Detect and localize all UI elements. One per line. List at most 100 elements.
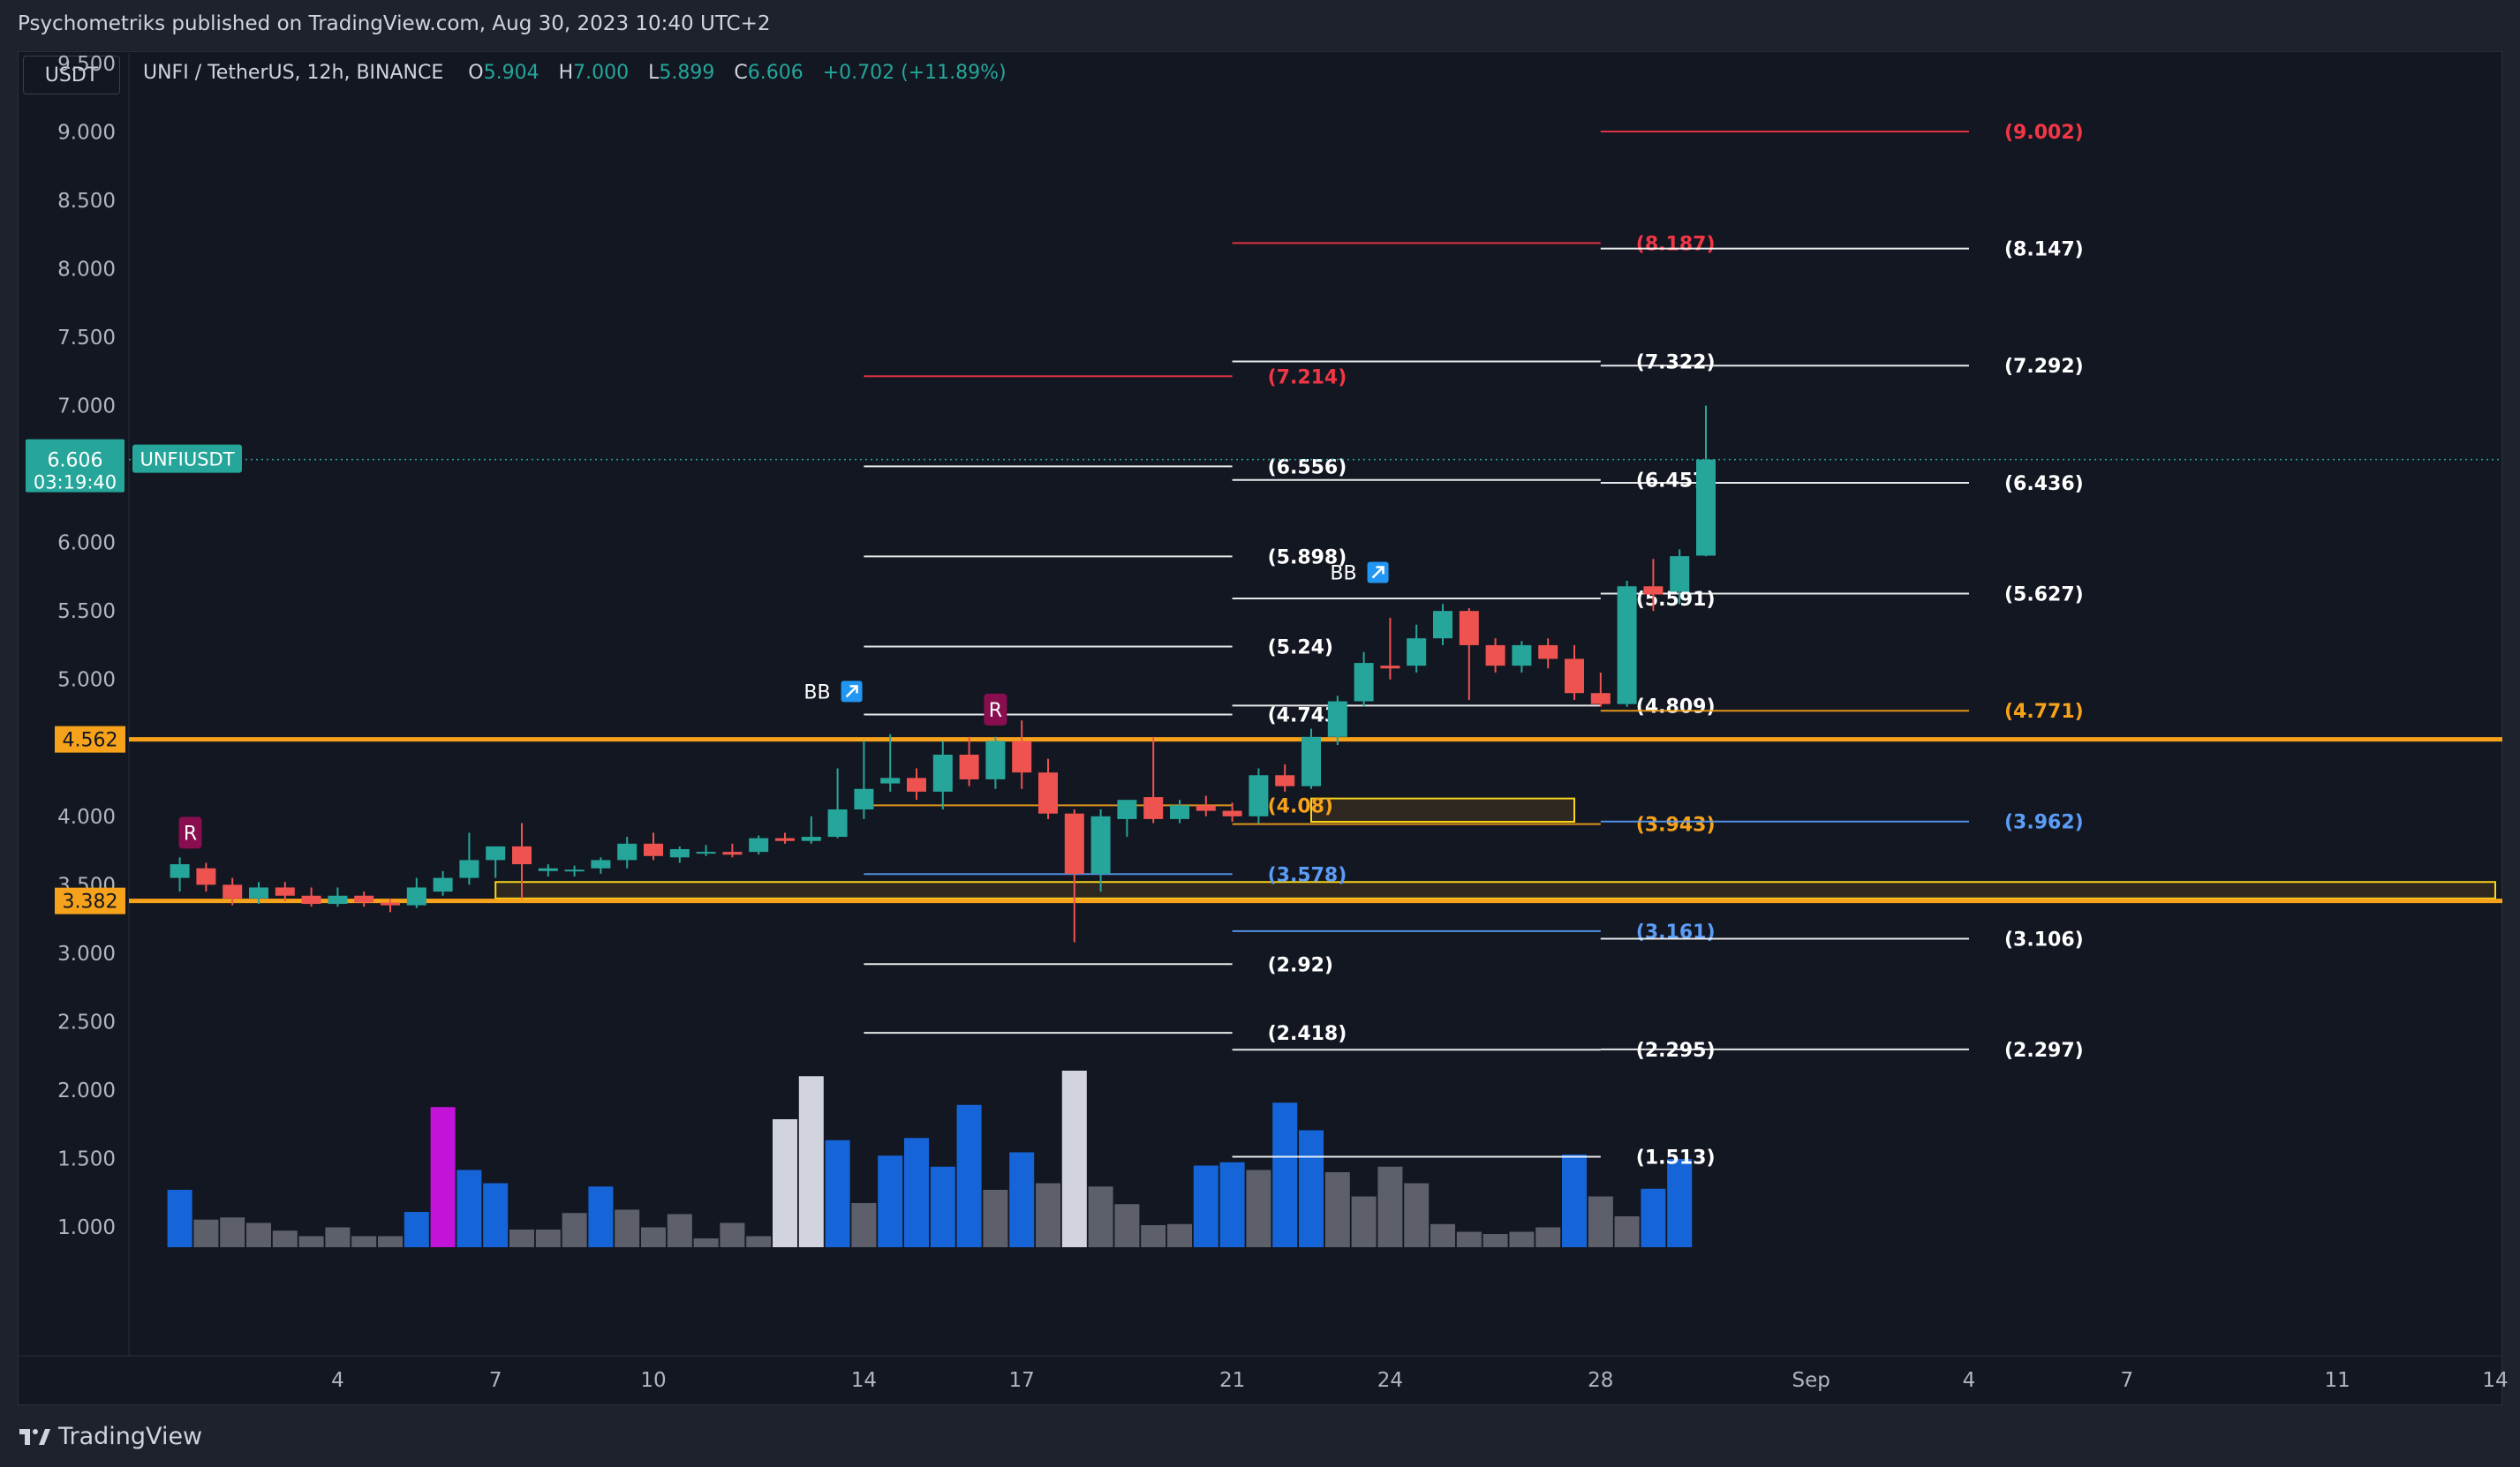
candle-body — [433, 877, 453, 892]
time-axis-label: 4 — [331, 1369, 344, 1392]
fib-level-label: (3.943) — [1636, 815, 1716, 837]
volume-bar — [220, 1217, 245, 1247]
volume-bar — [456, 1170, 482, 1247]
price-chart[interactable]: 9.500 9.000 8.500 8.000 7.500 7.000 6.000 5.500… — [0, 0, 2520, 1412]
volume-bar — [1193, 1165, 1219, 1247]
candle-body — [328, 895, 348, 905]
price-axis-label: 9.000 — [57, 121, 116, 144]
current-price-countdown: 03:19:40 — [34, 472, 117, 493]
volume-bar — [562, 1213, 587, 1247]
candle-body — [1249, 775, 1269, 816]
close-label: C — [734, 62, 748, 84]
candle-body — [538, 868, 558, 871]
current-price-badge — [26, 439, 124, 493]
high-value: 7.000 — [573, 62, 630, 84]
candle-body — [669, 849, 690, 858]
volume-bar — [1061, 1071, 1087, 1247]
candle-body — [564, 869, 585, 872]
candle-body — [644, 843, 663, 856]
candle-body — [696, 852, 716, 854]
candle-body — [1407, 638, 1427, 666]
volume-bar — [378, 1236, 403, 1247]
volume-bar — [1535, 1227, 1561, 1247]
candle-body — [854, 788, 874, 810]
demand-box — [1310, 797, 1575, 824]
bb-arrow-glyph — [1371, 566, 1384, 579]
candle-body — [932, 755, 953, 792]
price-axis-label: 2.500 — [57, 1011, 116, 1034]
bb-signal-label: BB — [1330, 562, 1356, 584]
volume-bar — [667, 1214, 692, 1247]
time-axis-label: Sep — [1792, 1369, 1830, 1392]
candle-body — [1117, 800, 1137, 819]
volume-bar — [983, 1190, 1008, 1247]
fib-level-label: (2.418) — [1268, 1023, 1347, 1045]
candle-body — [381, 902, 400, 906]
candle-body — [1670, 556, 1690, 592]
current-price-value: 6.606 — [48, 450, 103, 472]
candle-body — [1538, 644, 1558, 659]
candle-body — [1459, 611, 1479, 645]
symbol-tag-label: UNFIUSDT — [140, 449, 234, 470]
fib-level-label: (4.08) — [1268, 795, 1333, 817]
volume-bar — [1430, 1223, 1455, 1247]
fib-level-label: (5.24) — [1268, 636, 1333, 658]
candle-body — [1433, 611, 1452, 639]
open-label: O — [468, 62, 484, 84]
volume-bar — [1377, 1166, 1403, 1247]
volume-bar — [615, 1209, 640, 1247]
volume-bar — [693, 1238, 719, 1247]
candle-body — [223, 884, 243, 899]
candle-body — [459, 860, 479, 878]
currency-button[interactable]: USDT — [23, 56, 120, 94]
volume-bar — [483, 1183, 509, 1247]
fib-level-label: (2.297) — [2004, 1040, 2084, 1062]
volume-bar — [167, 1190, 192, 1247]
price-axis-label: 4.000 — [57, 806, 116, 829]
fib-level-label: (3.106) — [2004, 929, 2084, 951]
candle-body — [1222, 810, 1242, 816]
fib-level-label: (1.513) — [1636, 1147, 1716, 1170]
candle-body — [591, 860, 611, 869]
r-signal-label: R — [989, 700, 1002, 722]
published-by-text: Psychometriks published on TradingView.c… — [18, 12, 771, 35]
fib-level-label: (3.578) — [1268, 864, 1347, 886]
price-axis-label: 7.000 — [57, 395, 116, 418]
time-axis-label: 7 — [2120, 1369, 2133, 1392]
fib-level-label: (4.771) — [2004, 701, 2084, 723]
r-signal-label: R — [184, 823, 197, 845]
volume-bar — [351, 1236, 377, 1247]
bb-arrow-glyph — [845, 685, 858, 698]
symbol-title[interactable]: UNFI / TetherUS, 12h, BINANCE — [143, 62, 444, 84]
volume-bar — [1641, 1188, 1666, 1247]
candle-body — [1354, 663, 1374, 702]
r-signal-marker — [178, 816, 202, 849]
footer: TradingView — [0, 1412, 2520, 1467]
fib-level-label: (7.214) — [1268, 366, 1347, 388]
candle-body — [1301, 736, 1321, 786]
candle-body — [1012, 741, 1032, 773]
volume-bar — [1667, 1159, 1693, 1247]
fib-level-label: (2.92) — [1268, 954, 1333, 976]
candle-body — [827, 809, 848, 838]
price-axis-label: 9.500 — [57, 53, 116, 76]
fib-level-label: (3.161) — [1636, 922, 1716, 944]
candle-body — [722, 852, 743, 855]
time-axis-label: 14 — [2482, 1369, 2508, 1392]
candle-body — [406, 887, 426, 906]
candle-body — [985, 741, 1006, 779]
volume-bar — [1324, 1172, 1350, 1247]
volume-bar — [1272, 1102, 1298, 1247]
tradingview-logo[interactable]: TradingView — [18, 1423, 202, 1450]
volume-bar — [1614, 1216, 1640, 1247]
volume-bar — [720, 1222, 745, 1247]
time-axis-label: 7 — [489, 1369, 502, 1392]
fib-level-label: (4.809) — [1636, 696, 1716, 718]
volume-bar — [851, 1203, 877, 1247]
candle-body — [1038, 772, 1058, 814]
candle-body — [1696, 459, 1716, 556]
volume-bar — [588, 1186, 614, 1247]
fib-level-label: (7.322) — [1636, 352, 1716, 374]
candle-body — [1090, 816, 1111, 874]
volume-bar — [798, 1076, 824, 1247]
